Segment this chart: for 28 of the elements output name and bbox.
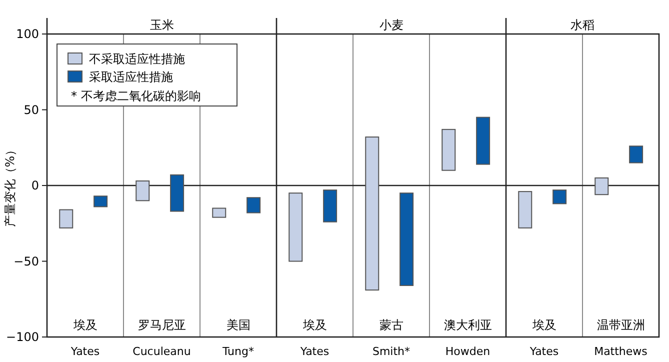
annotation: 美国 [226, 318, 250, 332]
annotation: 埃及 [302, 318, 327, 332]
legend-label: 不采取适应性措施 [89, 52, 185, 66]
annotation: 温带亚洲 [596, 318, 645, 332]
x-tick-label: Yates [528, 345, 559, 358]
y-tick-label: 100 [16, 27, 39, 41]
annotation: 蒙古 [379, 318, 404, 332]
y-tick-label: 50 [24, 102, 39, 117]
x-tick-label: Matthews [594, 345, 648, 358]
annotation: 埃及 [72, 318, 98, 332]
text: 小麦 [379, 18, 404, 32]
x-tick-label: Tung* [222, 345, 254, 358]
annotation: 埃及 [531, 318, 556, 332]
annotation: 罗马尼亚 [138, 318, 186, 332]
text: 水稻 [570, 18, 594, 32]
x-tick-label: Smith* [372, 345, 411, 358]
y-tick-label: −100 [6, 330, 39, 344]
x-tick-label: Yates [70, 345, 100, 358]
y-tick-label: −50 [14, 254, 39, 268]
legend-label: 采取适应性措施 [89, 70, 173, 84]
y-axis-title: 产量变化（%） [3, 144, 17, 228]
x-tick-label: Yates [299, 345, 330, 358]
annotation: 澳大利亚 [444, 318, 492, 332]
x-tick-label: Cuculeanu [132, 345, 191, 358]
annotation: * 不考虑二氧化碳的影响 [71, 89, 201, 103]
text: 玉米 [150, 18, 174, 32]
y-tick-label: 0 [31, 178, 39, 192]
x-tick-label: Howden [445, 345, 490, 358]
